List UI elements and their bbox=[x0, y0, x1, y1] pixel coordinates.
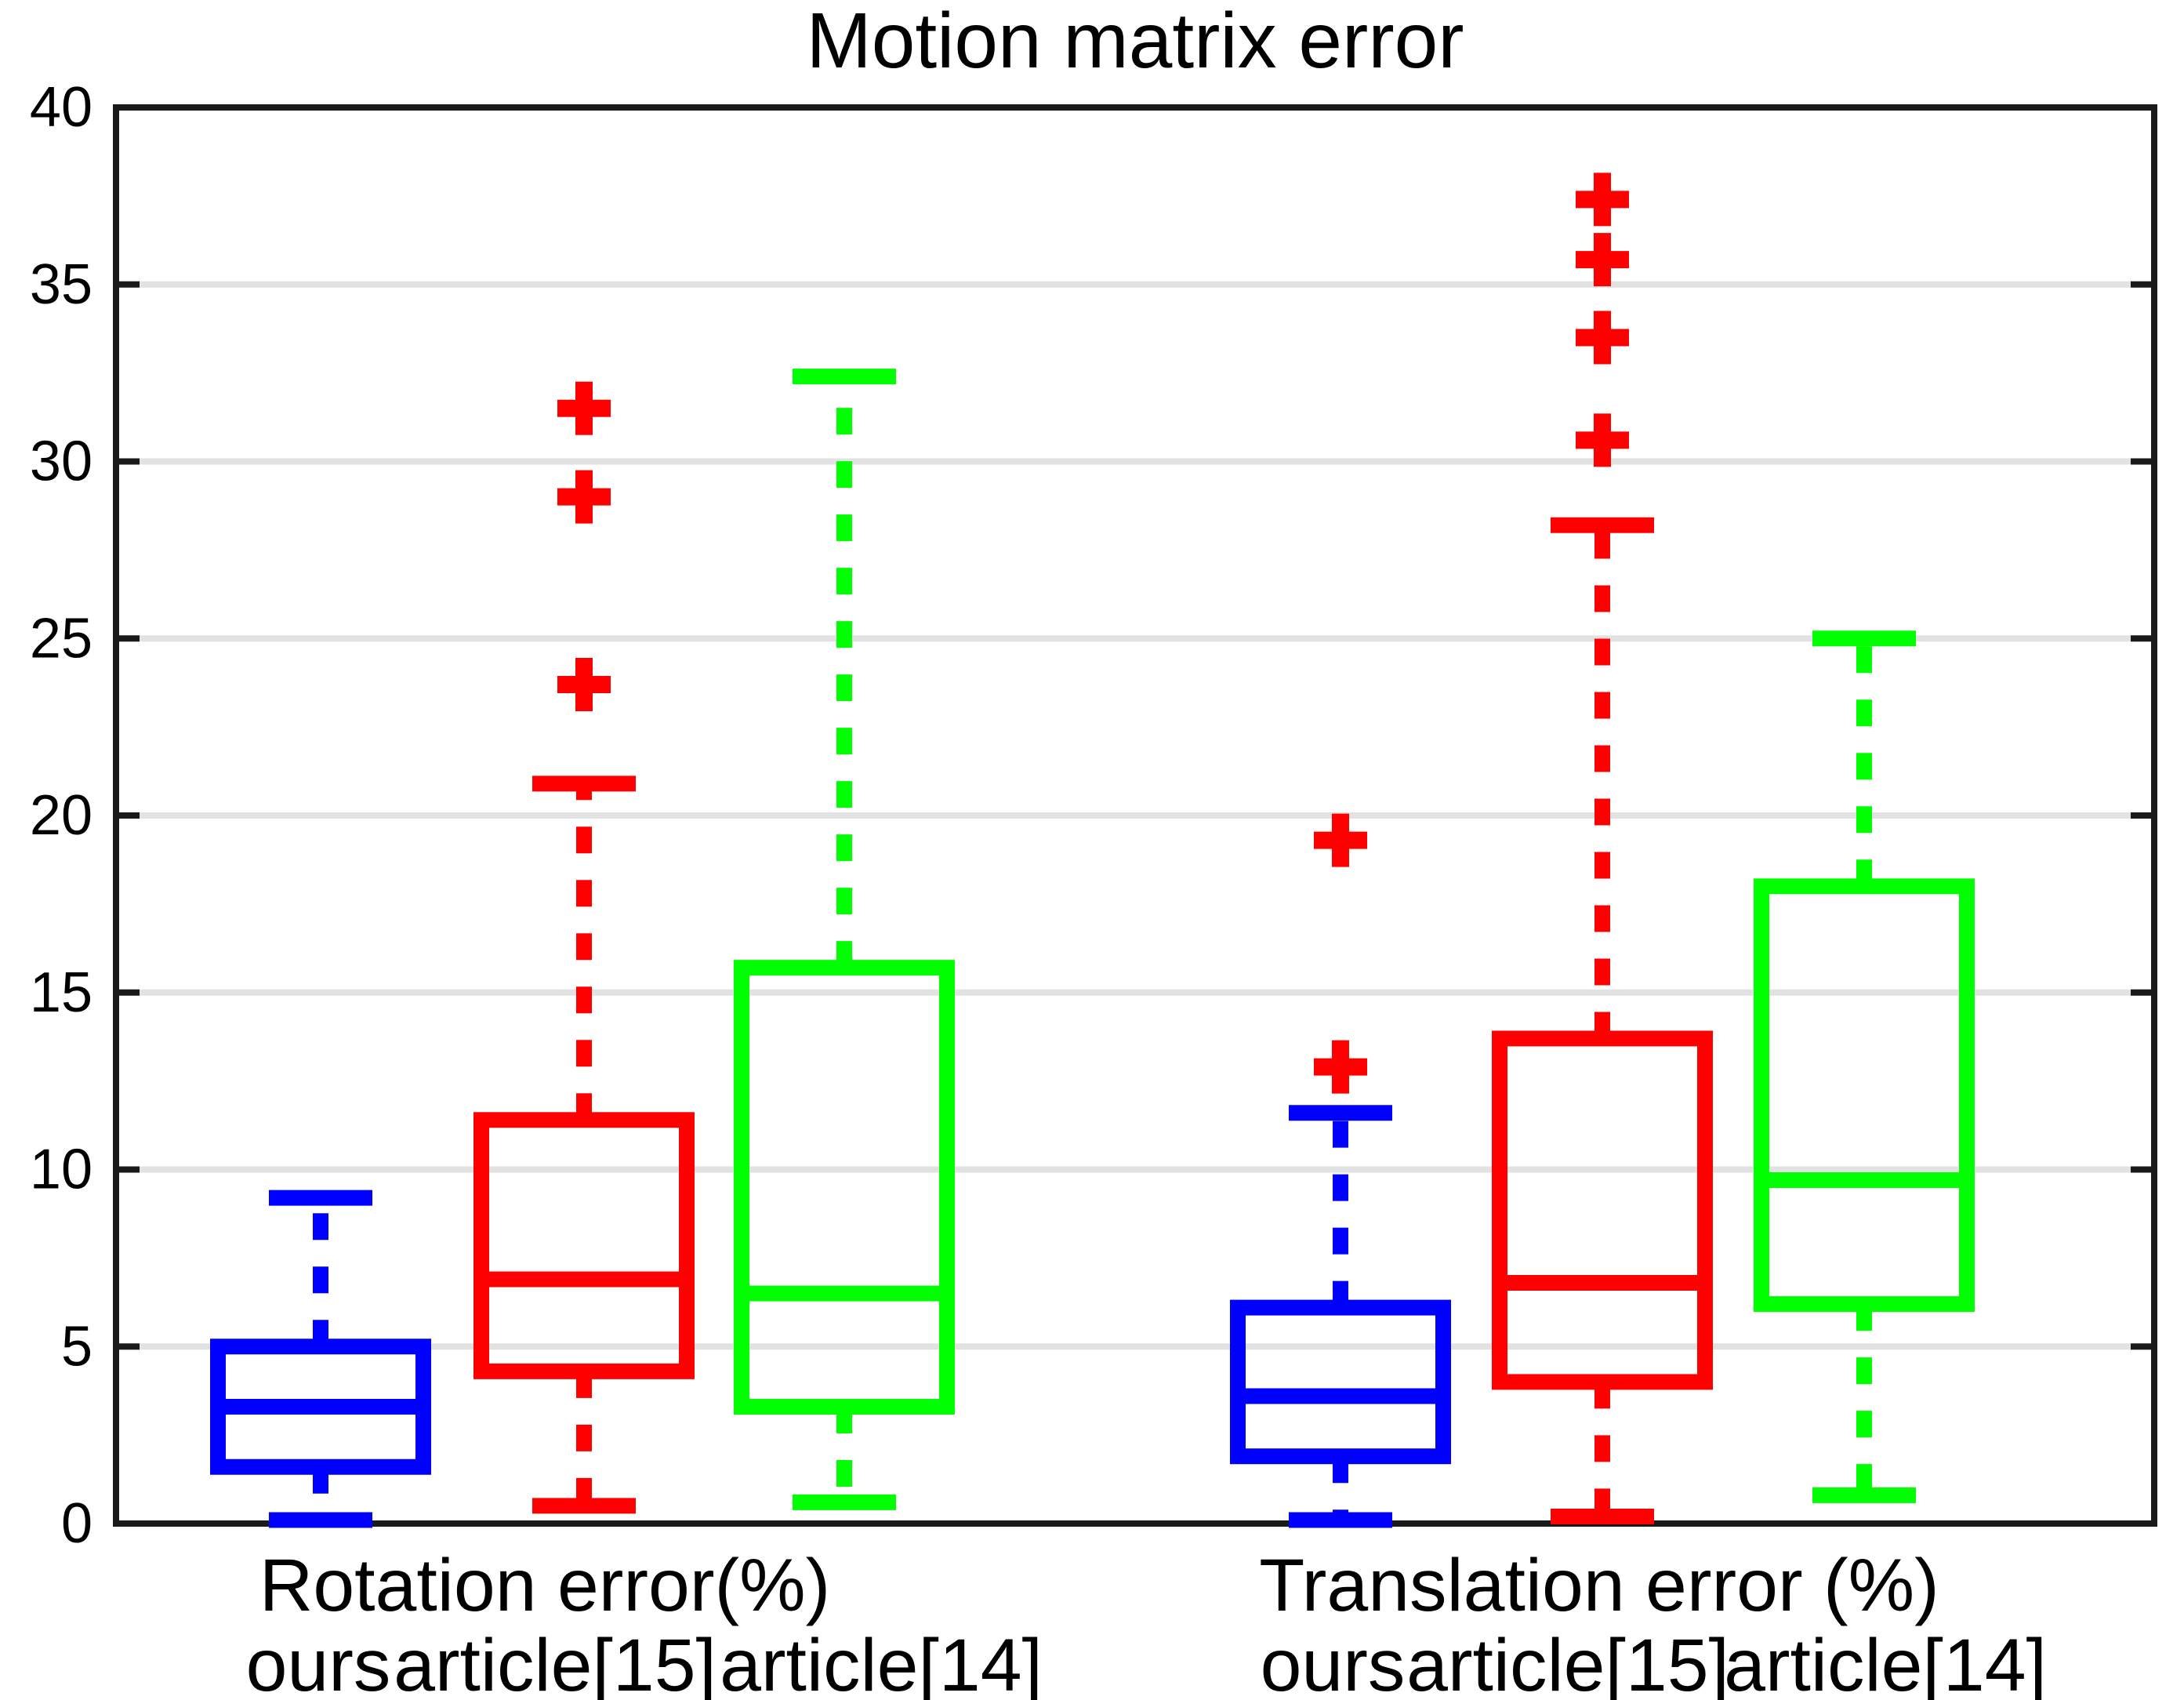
outlier-plus-g0-article15-0 bbox=[557, 657, 611, 711]
ytick-label-0: 0 bbox=[61, 1492, 93, 1555]
xgroup-label-0: Rotation error(%) bbox=[259, 1544, 831, 1627]
xseries-label-1-2: article[14] bbox=[1724, 1624, 2047, 1700]
box-g1-article15 bbox=[1492, 1030, 1713, 1390]
xseries-label-0-0: ours bbox=[246, 1624, 391, 1700]
outlier-plus-g1-article15-2 bbox=[1576, 233, 1629, 287]
ytick-label-30: 30 bbox=[30, 430, 93, 493]
outlier-plus-g1-ours-0 bbox=[1314, 1040, 1367, 1094]
outlier-plus-g0-article15-2 bbox=[557, 381, 611, 435]
outlier-plus-g1-article15-3 bbox=[1576, 173, 1629, 227]
chart-title: Motion matrix error bbox=[806, 0, 1464, 85]
ytick-label-40: 40 bbox=[30, 76, 93, 139]
xseries-label-1-0: ours bbox=[1261, 1624, 1406, 1700]
xseries-label-1-1: article[15] bbox=[1406, 1624, 1729, 1700]
xseries-label-0-1: article[15] bbox=[394, 1624, 717, 1700]
ytick-label-35: 35 bbox=[30, 253, 93, 316]
ytick-label-10: 10 bbox=[30, 1139, 93, 1201]
ytick-label-5: 5 bbox=[61, 1315, 93, 1378]
xseries-label-0-2: article[14] bbox=[720, 1624, 1043, 1700]
outlier-plus-g1-article15-1 bbox=[1576, 311, 1629, 365]
ytick-label-20: 20 bbox=[30, 784, 93, 847]
ytick-label-15: 15 bbox=[30, 961, 93, 1024]
outlier-plus-g0-article15-1 bbox=[557, 470, 611, 524]
box-g1-ours bbox=[1230, 1299, 1451, 1465]
box-g0-article14 bbox=[734, 960, 955, 1415]
outlier-plus-g1-article15-0 bbox=[1576, 413, 1629, 467]
box-g1-article14 bbox=[1754, 878, 1975, 1313]
xgroup-label-1: Translation error (%) bbox=[1259, 1544, 1939, 1627]
box-g0-article15 bbox=[473, 1112, 695, 1379]
ytick-label-25: 25 bbox=[30, 607, 93, 670]
outlier-plus-g1-ours-1 bbox=[1314, 813, 1367, 867]
